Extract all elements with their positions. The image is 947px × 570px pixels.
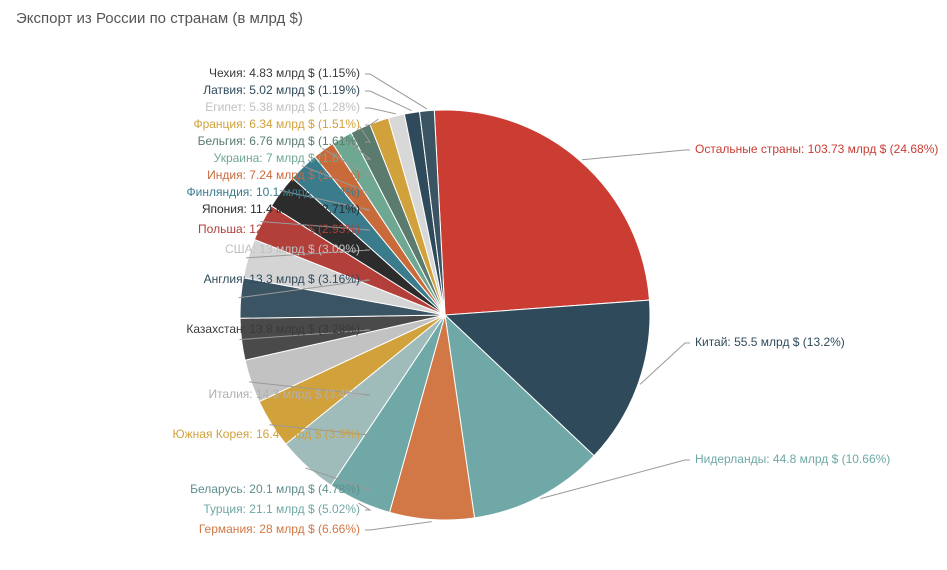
slice-label: Польша: 12.3 млрд $ (2.93%) <box>198 222 360 236</box>
leader-line <box>365 108 396 114</box>
slice-label: Чехия: 4.83 млрд $ (1.15%) <box>209 66 360 80</box>
slice-label: Беларусь: 20.1 млрд $ (4.78%) <box>190 482 360 496</box>
slice-label: Нидерланды: 44.8 млрд $ (10.66%) <box>695 452 890 466</box>
slice-label: Китай: 55.5 млрд $ (13.2%) <box>695 335 845 349</box>
slice-label: Турция: 21.1 млрд $ (5.02%) <box>203 502 360 516</box>
slice-label: Франция: 6.34 млрд $ (1.51%) <box>193 117 360 131</box>
slice-label: Индия: 7.24 млрд $ (1.72%) <box>207 168 360 182</box>
pie-slice <box>434 110 649 315</box>
slice-label: Англия: 13.3 млрд $ (3.16%) <box>204 272 360 286</box>
slice-label: Италия: 14.3 млрд $ (3.4%) <box>208 387 360 401</box>
slice-label: Остальные страны: 103.73 млрд $ (24.68%) <box>695 142 938 156</box>
leader-line <box>365 91 412 111</box>
slice-label: Бельгия: 6.76 млрд $ (1.61%) <box>198 134 360 148</box>
leader-line <box>582 150 690 160</box>
slice-label: Украина: 7 млрд $ (1.67%) <box>214 151 360 165</box>
leader-line <box>365 522 432 530</box>
slice-label: Египет: 5.38 млрд $ (1.28%) <box>205 100 360 114</box>
slice-label: Казахстан: 13.8 млрд $ (3.28%) <box>186 322 360 336</box>
slice-label: США: 13 млрд $ (3.09%) <box>225 242 360 256</box>
slice-label: Латвия: 5.02 млрд $ (1.19%) <box>203 83 360 97</box>
slice-label: Япония: 11.4 млрд $ (2.71%) <box>202 202 360 216</box>
slice-label: Южная Корея: 16.4 млрд $ (3.9%) <box>173 427 361 441</box>
slice-label: Германия: 28 млрд $ (6.66%) <box>199 522 360 536</box>
pie-chart: Остальные страны: 103.73 млрд $ (24.68%)… <box>0 0 947 570</box>
slice-label: Финляндия: 10.1 млрд $ (2.4%) <box>187 185 360 199</box>
